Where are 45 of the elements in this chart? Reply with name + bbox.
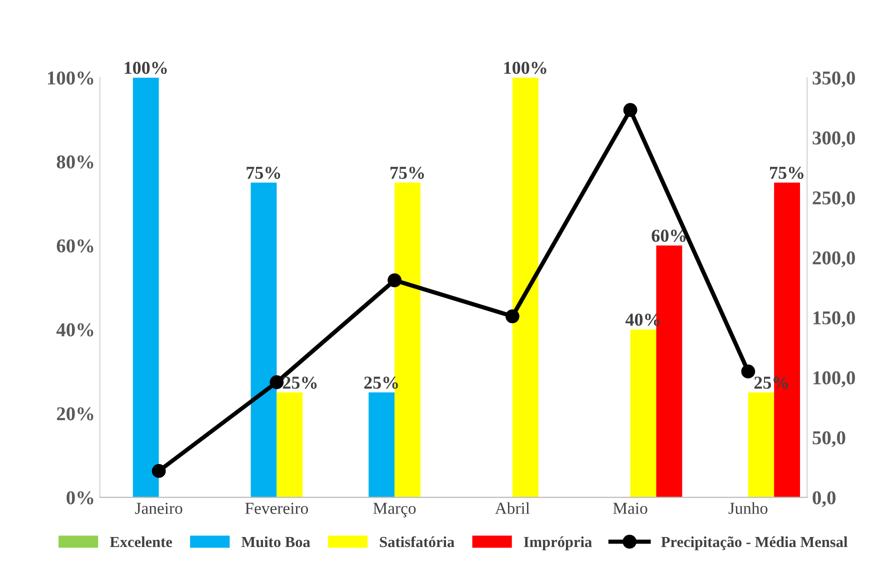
x-tick-label: Janeiro: [135, 502, 182, 514]
x-tick-label: Maio: [613, 502, 648, 514]
legend-label: Muito Boa: [241, 536, 310, 548]
x-tick-label: Junho: [728, 502, 768, 514]
legend-label: Precipitação - Média Mensal: [661, 536, 848, 550]
y2-tick-label: 200,0: [812, 251, 855, 268]
point: [388, 273, 402, 288]
legend-label: Imprópria: [524, 536, 592, 550]
data-label: 60%: [652, 230, 686, 242]
bar: [250, 182, 277, 498]
x-tick-label: Fevereiro: [245, 502, 308, 514]
y2-tick-label: 0,0: [812, 491, 836, 508]
data-label: 75%: [246, 166, 280, 179]
bar: [368, 392, 395, 498]
bar: [512, 78, 538, 498]
y-tick-label: 60%: [56, 239, 94, 253]
legend-label: Excelente: [110, 536, 172, 548]
bar: [276, 392, 303, 498]
y2-tick-label: 300,0: [812, 131, 855, 148]
data-label: 100%: [124, 62, 167, 74]
bar: [630, 329, 656, 498]
y2-tick-label: 100,0: [814, 371, 855, 388]
y2-tick-label: 150,0: [814, 311, 855, 328]
data-label: 100%: [504, 62, 546, 74]
bar: [132, 78, 159, 498]
y-tick-label: 100%: [48, 71, 94, 85]
point: [152, 464, 166, 478]
y2-tick-label: 250,0: [812, 191, 855, 208]
point: [270, 375, 284, 390]
data-label: 75%: [390, 166, 424, 179]
y2-tick-label: 50,0: [812, 431, 846, 448]
bar: [748, 392, 774, 498]
y-tick-label: 20%: [56, 407, 94, 420]
data-label: 75%: [770, 166, 804, 179]
legend-label: Satisfatória: [380, 536, 454, 548]
y2-tick-label: 350,0: [812, 71, 855, 88]
y-tick-label: 0%: [66, 491, 94, 504]
y-tick-label: 40%: [56, 323, 94, 336]
y-tick-label: 80%: [56, 155, 94, 169]
point: [623, 103, 638, 117]
point: [505, 309, 520, 324]
x-tick-label: Abril: [495, 502, 530, 514]
data-label: 25%: [282, 376, 317, 389]
x-tick-label: Março: [373, 502, 416, 518]
point: [741, 364, 756, 378]
